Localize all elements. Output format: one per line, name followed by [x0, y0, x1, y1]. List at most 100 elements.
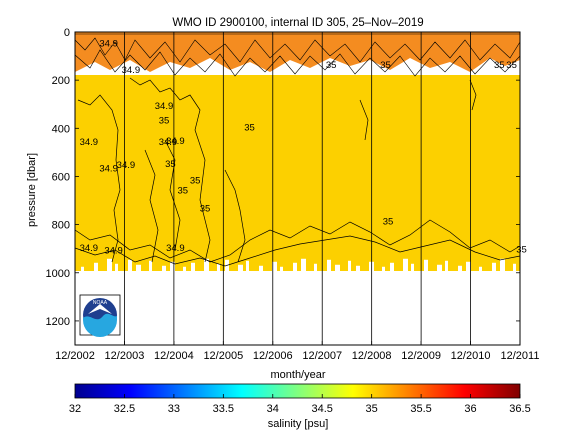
missing-profile-gap [259, 265, 263, 273]
x-tick-label: 12/2003 [105, 350, 145, 362]
missing-profile-gap [314, 263, 317, 273]
missing-profile-gap [492, 262, 496, 273]
y-tick-label: 1000 [46, 268, 70, 280]
chart-title: WMO ID 2900100, internal ID 305, 25–Nov–… [172, 17, 423, 29]
missing-profile-gap [246, 260, 249, 273]
y-tick-label: 0 [64, 27, 70, 39]
y-tick-label: 200 [52, 75, 70, 87]
y-tick-label: 800 [52, 220, 70, 232]
contour-label: 34.9 [99, 164, 118, 175]
colorbar: 32 32.5 33 33.5 34 34.5 35 35.5 36 36.5 salinity … [69, 383, 531, 430]
contour-label: 35 [380, 60, 391, 71]
missing-profile-gap [437, 264, 442, 273]
colorbar-tick-label: 36.5 [509, 403, 530, 415]
colorbar-ticks: 32 32.5 33 33.5 34 34.5 35 35.5 36 36.5 [69, 394, 531, 415]
contour-line-interior-7 [469, 79, 477, 111]
y-tick-label: 400 [52, 123, 70, 135]
missing-profile-gap [280, 266, 283, 273]
missing-profile-gap [403, 258, 408, 273]
contour-label: 34.9 [104, 246, 123, 257]
fill-deep-layer [75, 200, 520, 271]
noaa-logo-text: NOAA [93, 300, 108, 306]
missing-profile-gap [115, 263, 118, 273]
contour-label: 35 [383, 217, 394, 228]
missing-profile-gap [107, 258, 112, 273]
missing-profile-gap [348, 260, 351, 273]
missing-profile-gap [136, 264, 141, 273]
x-tick-label: 12/2005 [203, 350, 243, 362]
contour-label: 35 [244, 123, 255, 134]
x-tick-label: 12/2009 [401, 350, 441, 362]
contour-label: 35 [165, 159, 176, 170]
missing-profile-gap [225, 259, 229, 273]
missing-profile-gap [162, 265, 166, 273]
contour-label: 34.9 [80, 243, 99, 254]
y-tick-label: 600 [52, 171, 70, 183]
missing-profile-gap [327, 259, 331, 273]
contour-label: 35 [159, 115, 170, 126]
colorbar-tick-label: 34 [267, 403, 279, 415]
contour-label: 34.9 [122, 65, 141, 76]
noaa-logo-gull [88, 304, 112, 314]
contour-line-interior-6 [359, 99, 369, 141]
missing-profile-gap [424, 259, 428, 273]
noaa-logo-wave [83, 313, 117, 337]
x-tick-label: 12/2004 [154, 350, 194, 362]
plot-area: 34.934.934.934.934.934.934.934.934.9 34.9… [74, 31, 527, 346]
interior-contours [74, 77, 521, 267]
x-tick-label: 12/2008 [352, 350, 392, 362]
missing-profile-gap [356, 265, 360, 273]
missing-profile-gap [301, 258, 306, 273]
colorbar-tick-label: 35.5 [410, 403, 431, 415]
colorbar-tick-label: 36 [464, 403, 476, 415]
contour-line-deep-2 [74, 235, 521, 267]
contour-line-surface-2 [74, 49, 521, 77]
y-tick-label: 1200 [46, 316, 70, 328]
missing-profile-gap [479, 266, 482, 273]
contour-label: 35 [326, 60, 337, 71]
x-tick-label: 12/2002 [55, 350, 95, 362]
contour-label: 35 [506, 60, 517, 71]
contour-label: 34.9 [166, 136, 185, 147]
contour-label: 34.9 [80, 137, 99, 148]
contour-labels: 34.934.934.934.934.934.934.934.934.9 34.9… [80, 38, 527, 256]
contour-line-interior-2 [129, 77, 211, 263]
contour-label: 34.9 [117, 160, 136, 171]
contour-label: 34.9 [166, 243, 185, 254]
x-tick-label: 12/2011 [501, 350, 540, 362]
surface-contours [74, 33, 521, 77]
contour-line-interior-1 [77, 94, 121, 263]
missing-profile-gap [191, 262, 195, 273]
missing-profile-gap [81, 266, 84, 273]
contour-line-interior-4 [164, 139, 181, 251]
colorbar-label: salinity [psu] [268, 418, 329, 430]
contour-label: 34.9 [155, 101, 174, 112]
missing-profile-gap [217, 263, 220, 273]
missing-profile-gap [170, 261, 175, 273]
x-axis: 12/2002 12/2003 12/2004 12/2005 12/2006 12/20… [55, 341, 539, 362]
missing-profile-gap [411, 263, 414, 273]
contour-label: 35 [494, 60, 505, 71]
contour-label: 35 [200, 203, 211, 214]
colorbar-tick-label: 35 [366, 403, 378, 415]
missing-profile-gap [94, 262, 98, 273]
colorbar-tick-label: 32.5 [114, 403, 135, 415]
contour-line-deep-1 [74, 219, 521, 263]
year-boundary-lines [124, 32, 471, 345]
x-tick-label: 12/2006 [253, 350, 293, 362]
missing-profile-gap [238, 264, 243, 273]
contour-label: 34.9 [99, 38, 118, 49]
missing-profile-gap [466, 261, 471, 273]
contour-label: 34.9 [159, 137, 178, 148]
missing-profile-gap [335, 264, 340, 273]
colorbar-tick-label: 33 [168, 403, 180, 415]
missing-profile-gap [445, 260, 448, 273]
x-axis-label: month/year [270, 369, 325, 381]
missing-profile-gap [382, 266, 385, 273]
colorbar-tick-label: 34.5 [312, 403, 333, 415]
missing-profile-gap [149, 260, 152, 273]
x-tick-label: 12/2007 [302, 350, 342, 362]
contour-label: 35 [516, 244, 527, 255]
plot-frame [74, 31, 521, 346]
